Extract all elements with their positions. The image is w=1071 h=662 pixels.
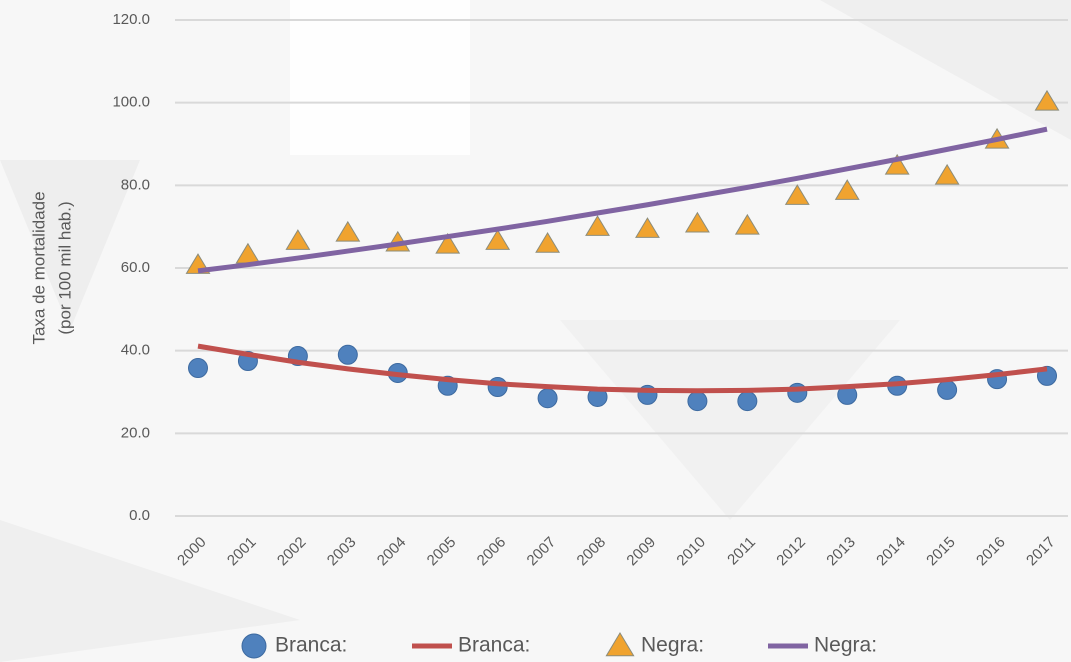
trend-line bbox=[197, 126, 1048, 274]
marker bbox=[188, 358, 208, 379]
legend-swatch bbox=[605, 632, 635, 657]
legend-swatch bbox=[241, 633, 267, 659]
legend-label: Branca: bbox=[275, 634, 347, 657]
y-tick-label: 0.0 bbox=[129, 507, 150, 524]
y-axis-label: Taxa de mortalidade bbox=[29, 191, 48, 344]
marker bbox=[485, 229, 511, 250]
marker bbox=[784, 184, 810, 205]
marker bbox=[537, 388, 558, 409]
background-shape bbox=[820, 0, 1071, 140]
y-tick-label: 120.0 bbox=[112, 11, 150, 28]
marker bbox=[787, 382, 808, 403]
legend-label: Negra: bbox=[641, 634, 704, 657]
marker bbox=[687, 391, 708, 412]
y-tick-label: 40.0 bbox=[121, 342, 150, 359]
y-tick-label: 100.0 bbox=[112, 94, 150, 111]
marker bbox=[435, 232, 461, 254]
marker bbox=[934, 163, 960, 185]
y-tick-label: 60.0 bbox=[121, 259, 150, 276]
marker bbox=[335, 220, 361, 242]
y-tick-label: 80.0 bbox=[121, 176, 150, 193]
y-axis-label: (por 100 mil hab.) bbox=[55, 201, 74, 334]
marker bbox=[1034, 89, 1060, 111]
marker bbox=[487, 377, 508, 398]
marker bbox=[635, 217, 660, 238]
marker bbox=[585, 215, 610, 236]
marker bbox=[535, 232, 561, 253]
background-shape bbox=[0, 160, 140, 330]
background-shape bbox=[0, 520, 300, 662]
marker bbox=[734, 213, 760, 235]
trend-line bbox=[197, 343, 1048, 394]
legend-label: Branca: bbox=[458, 634, 530, 657]
legend-label: Negra: bbox=[814, 634, 877, 657]
background-shape bbox=[560, 320, 900, 520]
marker bbox=[285, 229, 311, 250]
y-tick-label: 20.0 bbox=[121, 424, 150, 441]
background-shape bbox=[290, 0, 470, 155]
marker bbox=[834, 179, 860, 200]
marker bbox=[684, 211, 710, 233]
marker bbox=[937, 379, 958, 400]
marker bbox=[337, 344, 358, 365]
marker bbox=[884, 153, 910, 175]
marker bbox=[737, 391, 758, 412]
